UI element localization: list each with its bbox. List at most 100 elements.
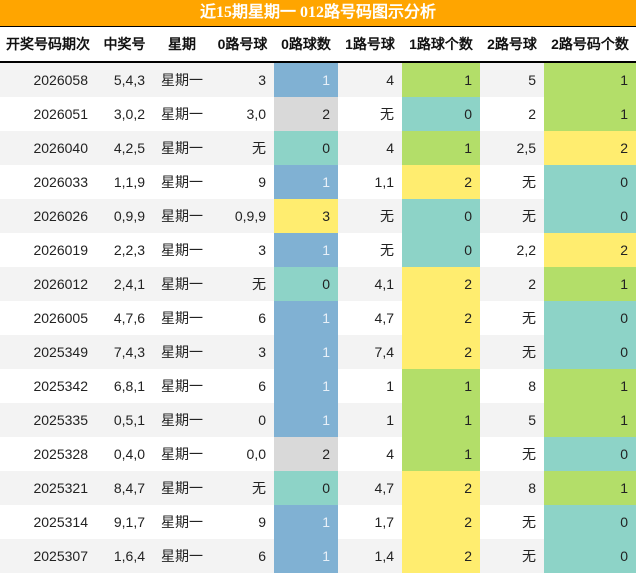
road2-balls-cell: 无 xyxy=(480,165,544,199)
road2-count-cell: 0 xyxy=(544,505,636,539)
period-cell: 2026040 xyxy=(0,131,96,165)
weekday-cell: 星期一 xyxy=(153,267,211,301)
road1-balls-cell: 无 xyxy=(338,97,402,131)
road1-count-cell: 1 xyxy=(402,403,480,437)
road0-balls-cell: 3 xyxy=(211,62,274,97)
numbers-cell: 0,9,9 xyxy=(96,199,153,233)
road0-balls-cell: 3,0 xyxy=(211,97,274,131)
numbers-cell: 2,2,3 xyxy=(96,233,153,267)
numbers-cell: 4,7,6 xyxy=(96,301,153,335)
road0-count-cell: 1 xyxy=(274,233,338,267)
road1-count-cell: 1 xyxy=(402,369,480,403)
road1-count-cell: 1 xyxy=(402,62,480,97)
numbers-cell: 1,1,9 xyxy=(96,165,153,199)
road2-balls-cell: 无 xyxy=(480,335,544,369)
road2-count-cell: 0 xyxy=(544,301,636,335)
col-header-road1-count: 1路球个数 xyxy=(402,27,480,63)
road0-balls-cell: 无 xyxy=(211,131,274,165)
road1-balls-cell: 1 xyxy=(338,403,402,437)
road1-count-cell: 2 xyxy=(402,471,480,505)
numbers-cell: 4,2,5 xyxy=(96,131,153,165)
road1-count-cell: 2 xyxy=(402,505,480,539)
road2-balls-cell: 无 xyxy=(480,505,544,539)
road0-balls-cell: 9 xyxy=(211,165,274,199)
table-row: 2026026 0,9,9 星期一 0,9,9 3 无 0 无 0 xyxy=(0,199,636,233)
period-cell: 2026005 xyxy=(0,301,96,335)
weekday-cell: 星期一 xyxy=(153,165,211,199)
road0-count-cell: 1 xyxy=(274,165,338,199)
road0-balls-cell: 6 xyxy=(211,369,274,403)
col-header-road0-balls: 0路号球 xyxy=(211,27,274,63)
road1-count-cell: 0 xyxy=(402,233,480,267)
numbers-cell: 0,5,1 xyxy=(96,403,153,437)
page-title: 近15期星期一 012路号码图示分析 xyxy=(0,0,636,27)
numbers-cell: 8,4,7 xyxy=(96,471,153,505)
road1-count-cell: 1 xyxy=(402,437,480,471)
road2-balls-cell: 无 xyxy=(480,199,544,233)
table-row: 2025314 9,1,7 星期一 9 1 1,7 2 无 0 xyxy=(0,505,636,539)
table-body: 2026058 5,4,3 星期一 3 1 4 1 5 1 2026051 3,0,2 星期一 3,0 2… xyxy=(0,62,636,573)
period-cell: 2026051 xyxy=(0,97,96,131)
table-row: 2026005 4,7,6 星期一 6 1 4,7 2 无 0 xyxy=(0,301,636,335)
road0-balls-cell: 6 xyxy=(211,301,274,335)
weekday-cell: 星期一 xyxy=(153,131,211,165)
road0-balls-cell: 0 xyxy=(211,403,274,437)
road1-balls-cell: 4 xyxy=(338,437,402,471)
period-cell: 2026012 xyxy=(0,267,96,301)
period-cell: 2026019 xyxy=(0,233,96,267)
period-cell: 2025349 xyxy=(0,335,96,369)
col-header-road2-balls: 2路号球 xyxy=(480,27,544,63)
road0-balls-cell: 6 xyxy=(211,539,274,573)
numbers-cell: 7,4,3 xyxy=(96,335,153,369)
road1-balls-cell: 4 xyxy=(338,62,402,97)
road0-count-cell: 2 xyxy=(274,437,338,471)
numbers-cell: 3,0,2 xyxy=(96,97,153,131)
road0-count-cell: 3 xyxy=(274,199,338,233)
road2-count-cell: 0 xyxy=(544,335,636,369)
road1-count-cell: 0 xyxy=(402,199,480,233)
weekday-cell: 星期一 xyxy=(153,233,211,267)
col-header-period: 开奖号码期次 xyxy=(0,27,96,63)
road0-count-cell: 1 xyxy=(274,62,338,97)
header-row: 开奖号码期次 中奖号 星期 0路号球 0路球数 1路号球 1路球个数 2路号球 … xyxy=(0,27,636,63)
road0-balls-cell: 3 xyxy=(211,335,274,369)
road0-count-cell: 1 xyxy=(274,335,338,369)
col-header-weekday: 星期 xyxy=(153,27,211,63)
road1-balls-cell: 4,1 xyxy=(338,267,402,301)
weekday-cell: 星期一 xyxy=(153,471,211,505)
analysis-table: 开奖号码期次 中奖号 星期 0路号球 0路球数 1路号球 1路球个数 2路号球 … xyxy=(0,27,636,573)
road2-balls-cell: 2,2 xyxy=(480,233,544,267)
road0-count-cell: 1 xyxy=(274,539,338,573)
road1-balls-cell: 1,1 xyxy=(338,165,402,199)
road1-balls-cell: 7,4 xyxy=(338,335,402,369)
road2-count-cell: 0 xyxy=(544,199,636,233)
road2-count-cell: 1 xyxy=(544,471,636,505)
road2-count-cell: 1 xyxy=(544,97,636,131)
numbers-cell: 2,4,1 xyxy=(96,267,153,301)
road2-count-cell: 0 xyxy=(544,437,636,471)
weekday-cell: 星期一 xyxy=(153,539,211,573)
col-header-road1-balls: 1路号球 xyxy=(338,27,402,63)
weekday-cell: 星期一 xyxy=(153,62,211,97)
table-row: 2026019 2,2,3 星期一 3 1 无 0 2,2 2 xyxy=(0,233,636,267)
road0-balls-cell: 0,9,9 xyxy=(211,199,274,233)
road0-balls-cell: 9 xyxy=(211,505,274,539)
road2-balls-cell: 8 xyxy=(480,471,544,505)
road2-balls-cell: 2 xyxy=(480,97,544,131)
road0-count-cell: 1 xyxy=(274,505,338,539)
road1-balls-cell: 1 xyxy=(338,369,402,403)
weekday-cell: 星期一 xyxy=(153,369,211,403)
weekday-cell: 星期一 xyxy=(153,199,211,233)
road2-balls-cell: 5 xyxy=(480,403,544,437)
weekday-cell: 星期一 xyxy=(153,301,211,335)
road0-count-cell: 2 xyxy=(274,97,338,131)
numbers-cell: 5,4,3 xyxy=(96,62,153,97)
period-cell: 2025307 xyxy=(0,539,96,573)
road2-balls-cell: 5 xyxy=(480,62,544,97)
numbers-cell: 0,4,0 xyxy=(96,437,153,471)
period-cell: 2026026 xyxy=(0,199,96,233)
table-row: 2025349 7,4,3 星期一 3 1 7,4 2 无 0 xyxy=(0,335,636,369)
period-cell: 2025342 xyxy=(0,369,96,403)
road0-count-cell: 1 xyxy=(274,301,338,335)
road2-count-cell: 1 xyxy=(544,403,636,437)
